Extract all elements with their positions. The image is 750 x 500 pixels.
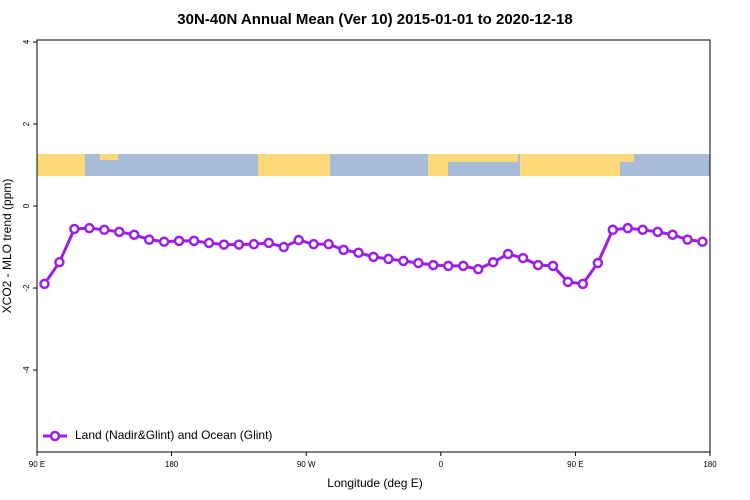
point	[637, 224, 648, 236]
point	[158, 236, 170, 247]
x-tick-label: 90 E	[567, 460, 583, 469]
point	[457, 260, 469, 272]
x-tick-label: 90 E	[29, 460, 45, 469]
point	[652, 226, 663, 238]
point	[233, 239, 245, 250]
point	[39, 278, 50, 290]
point	[263, 237, 275, 249]
point	[69, 223, 80, 235]
chart-title: 30N-40N Annual Mean (Ver 10) 2015-01-01 …	[177, 11, 572, 28]
y-tick-label: 2	[22, 121, 31, 126]
point	[99, 224, 110, 236]
point	[428, 259, 439, 271]
point	[413, 257, 424, 269]
x-axis-label: Longitude (deg E)	[327, 476, 422, 490]
point	[54, 256, 65, 268]
point	[338, 244, 349, 256]
point	[622, 222, 633, 234]
x-tick-label: 180	[703, 460, 717, 469]
point	[443, 260, 454, 272]
point	[218, 239, 230, 250]
point	[532, 259, 544, 271]
point	[114, 226, 125, 238]
point	[592, 257, 604, 269]
map-strip	[37, 154, 710, 176]
y-tick-label: 0	[22, 203, 31, 208]
point	[248, 238, 260, 250]
y-axis-label: XCO2 - MLO trend (ppm)	[0, 179, 14, 314]
x-tick-label: 180	[165, 460, 179, 469]
point	[143, 234, 155, 245]
point	[547, 260, 559, 272]
point	[667, 229, 678, 240]
y-tick-label: -4	[22, 366, 31, 374]
point	[517, 252, 529, 264]
point	[128, 229, 140, 240]
point	[293, 234, 304, 246]
point	[682, 234, 693, 245]
plot-frame	[36, 39, 711, 453]
x-tick-label: 90 W	[297, 460, 316, 469]
point	[203, 237, 215, 249]
point	[84, 222, 95, 234]
point	[697, 236, 708, 247]
point	[308, 238, 319, 250]
x-tick-label: 0	[439, 460, 444, 469]
point	[487, 256, 499, 268]
legend-marker	[49, 430, 61, 442]
point	[368, 251, 379, 263]
point	[353, 247, 364, 259]
point	[472, 263, 484, 275]
point	[188, 235, 200, 247]
point	[502, 248, 514, 260]
point	[562, 276, 574, 288]
point	[173, 235, 185, 247]
point	[398, 255, 409, 267]
y-tick-label: 4	[22, 39, 31, 44]
point	[383, 253, 394, 265]
y-tick-label: -2	[22, 284, 31, 292]
point	[278, 241, 290, 253]
point	[577, 278, 589, 290]
point	[607, 224, 619, 236]
point	[323, 238, 334, 250]
legend-label: Land (Nadir&Glint) and Ocean (Glint)	[75, 428, 272, 442]
